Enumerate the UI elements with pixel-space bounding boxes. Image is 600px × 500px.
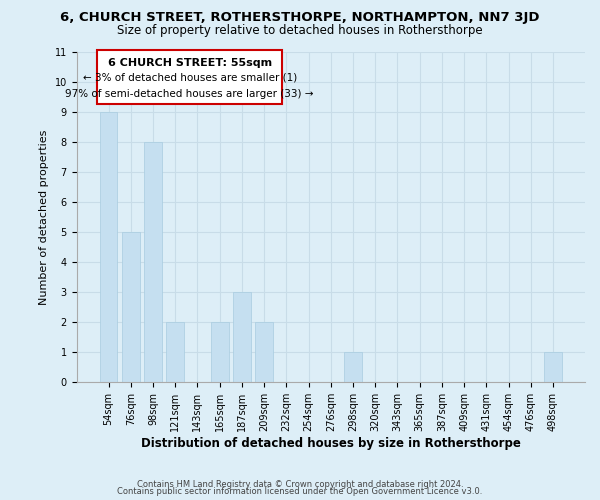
Bar [211,322,229,382]
X-axis label: Distribution of detached houses by size in Rothersthorpe: Distribution of detached houses by size … [141,437,521,450]
Bar [233,292,251,382]
FancyBboxPatch shape [97,50,282,104]
Bar [144,142,162,382]
Text: 97% of semi-detached houses are larger (33) →: 97% of semi-detached houses are larger (… [65,88,314,99]
Text: Contains HM Land Registry data © Crown copyright and database right 2024.: Contains HM Land Registry data © Crown c… [137,480,463,489]
Y-axis label: Number of detached properties: Number of detached properties [39,129,49,304]
Text: 6, CHURCH STREET, ROTHERSTHORPE, NORTHAMPTON, NN7 3JD: 6, CHURCH STREET, ROTHERSTHORPE, NORTHAM… [60,11,540,24]
Text: Contains public sector information licensed under the Open Government Licence v3: Contains public sector information licen… [118,487,482,496]
Text: ← 3% of detached houses are smaller (1): ← 3% of detached houses are smaller (1) [83,72,297,82]
Bar [122,232,140,382]
Bar [255,322,273,382]
Bar [344,352,362,382]
Bar [166,322,184,382]
Text: Size of property relative to detached houses in Rothersthorpe: Size of property relative to detached ho… [117,24,483,37]
Bar [544,352,562,382]
Text: 6 CHURCH STREET: 55sqm: 6 CHURCH STREET: 55sqm [107,58,272,68]
Bar [100,112,118,382]
